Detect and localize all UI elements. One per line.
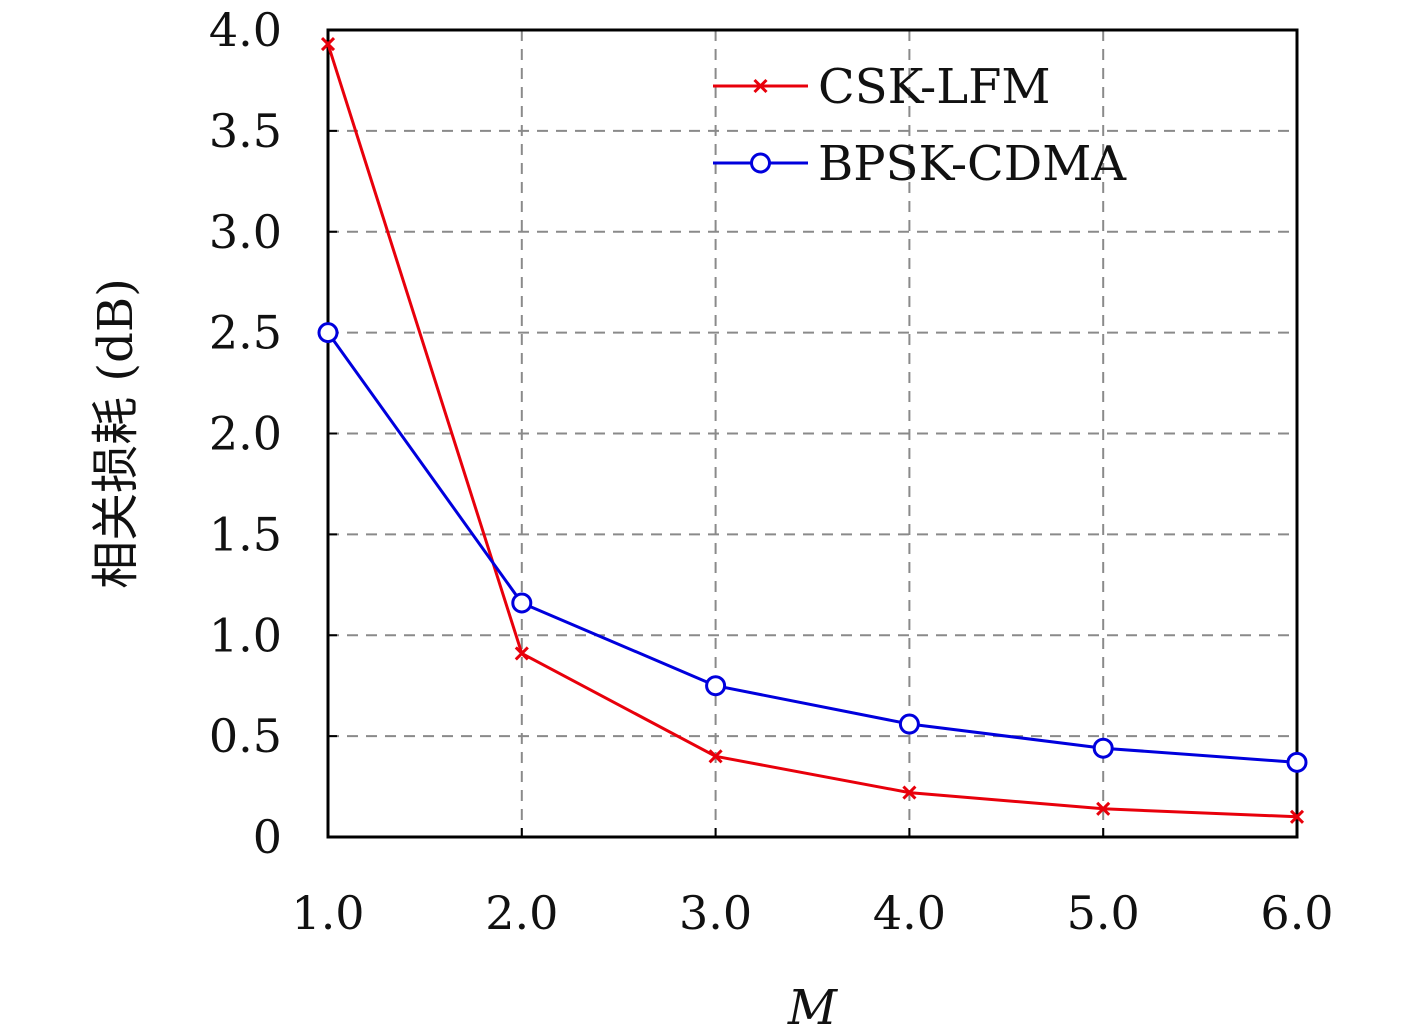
y-tick-label: 3.0	[209, 205, 282, 259]
legend-label: BPSK-CDMA	[818, 136, 1127, 192]
legend-marker	[750, 152, 771, 174]
data-point-bpsk-cdma	[511, 592, 533, 614]
x-tick-label: 2.0	[485, 886, 558, 940]
data-point-csk-lfm	[708, 749, 723, 764]
data-point-bpsk-cdma	[1286, 751, 1308, 773]
legend-item-bpsk-cdma: BPSK-CDMA	[713, 136, 1127, 192]
series-line-csk-lfm	[326, 43, 1298, 819]
series-layer	[317, 37, 1308, 824]
x-tick-label: 5.0	[1067, 886, 1140, 940]
series-bpsk-cdma	[317, 322, 1308, 773]
x-tick-label: 3.0	[679, 886, 752, 940]
y-tick-label: 2.5	[209, 306, 282, 360]
legend-label: CSK-LFM	[818, 59, 1051, 115]
x-tick-label: 4.0	[873, 886, 946, 940]
data-point-csk-lfm	[514, 646, 529, 661]
data-point-bpsk-cdma	[317, 322, 339, 344]
y-tick-label: 0.5	[209, 709, 282, 763]
x-tick-label: 1.0	[291, 886, 364, 940]
y-axis-title: 相关损耗 (dB)	[88, 278, 144, 589]
y-tick-label: 1.5	[209, 507, 282, 561]
series-csk-lfm	[320, 37, 1305, 824]
y-tick-label: 4.0	[209, 3, 282, 57]
y-tick-label: 2.0	[209, 407, 282, 461]
y-tick-label: 1.0	[209, 608, 282, 662]
legend: CSK-LFM BPSK-CDMA	[713, 59, 1127, 192]
x-axis-title: M	[787, 980, 839, 1035]
data-point-bpsk-cdma	[1092, 737, 1114, 759]
grid-lines	[328, 30, 1297, 837]
x-tick-label: 6.0	[1260, 886, 1333, 940]
data-point-csk-lfm	[320, 37, 336, 52]
axis-ticks: 1.0 2.0 3.0 4.0 5.0 6.0 0 0.5 1.0 1.5 2.0 2.5 3.0 3.5…	[209, 3, 1334, 940]
y-tick-label: 0	[253, 810, 282, 864]
data-point-csk-lfm	[1096, 801, 1111, 816]
legend-marker	[753, 78, 768, 94]
data-point-csk-lfm	[1289, 809, 1305, 824]
y-tick-label: 3.5	[209, 104, 282, 158]
data-point-bpsk-cdma	[705, 675, 727, 697]
legend-item-csk-lfm: CSK-LFM	[713, 59, 1051, 115]
data-point-csk-lfm	[902, 785, 917, 800]
data-point-bpsk-cdma	[898, 713, 920, 735]
series-line-bpsk-cdma	[326, 331, 1298, 764]
